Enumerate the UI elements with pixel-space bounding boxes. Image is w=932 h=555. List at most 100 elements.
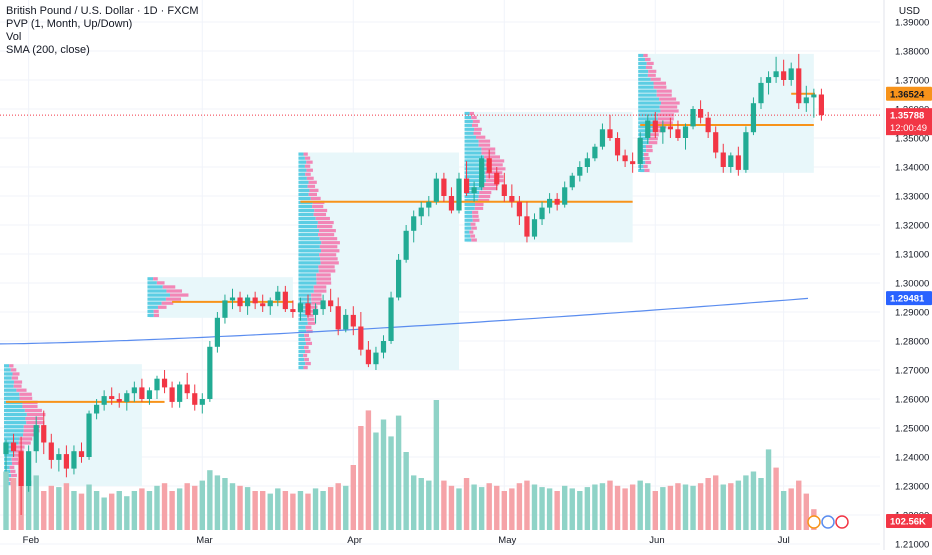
- volume-profile-up: [4, 421, 27, 425]
- volume-profile-up: [4, 465, 10, 469]
- volume-bar: [592, 484, 598, 530]
- volume-profile-down: [11, 376, 19, 380]
- candle-body: [652, 120, 658, 133]
- volume-profile-up: [298, 321, 308, 325]
- volume-bar: [788, 488, 794, 530]
- volume-profile-down: [645, 145, 653, 149]
- volume-profile-up: [298, 357, 305, 362]
- volume-profile-down: [10, 368, 17, 372]
- volume-profile-up: [464, 198, 479, 203]
- volume-profile-up: [298, 184, 308, 188]
- x-tick-label: Jul: [778, 535, 790, 546]
- volume-bar: [124, 496, 130, 530]
- volume-profile-up: [298, 216, 316, 221]
- candle-body: [818, 94, 824, 116]
- volume-profile-up: [464, 123, 472, 127]
- currency-label[interactable]: USD: [898, 6, 920, 17]
- volume-bar: [139, 488, 145, 530]
- volume-bar: [146, 491, 153, 530]
- volume-profile-down: [653, 85, 667, 89]
- volume-profile-up: [4, 416, 26, 421]
- volume-profile-up: [464, 206, 475, 210]
- candle-body: [245, 297, 251, 307]
- volume-profile-up: [298, 225, 318, 229]
- volume-profile-down: [305, 361, 311, 366]
- y-tick-label: 1.38000: [895, 47, 929, 58]
- candle-body: [645, 120, 651, 138]
- volume-profile-up: [298, 249, 321, 253]
- volume-bar: [229, 483, 236, 530]
- volume-profile-down: [305, 172, 311, 176]
- candle-body: [207, 346, 213, 399]
- legend-pvp[interactable]: PVP (1, Month, Up/Down): [6, 18, 133, 30]
- y-tick-label: 1.28000: [895, 337, 929, 348]
- volume-profile-down: [657, 121, 673, 125]
- volume-profile-down: [657, 117, 674, 121]
- volume-profile-up: [298, 349, 306, 354]
- volume-profile-up: [4, 412, 27, 417]
- legend-sma[interactable]: SMA (200, close): [6, 44, 90, 56]
- volume-profile-down: [19, 396, 33, 400]
- candle-body: [214, 317, 220, 347]
- candle-body: [199, 399, 205, 405]
- candle-body: [675, 129, 681, 138]
- volume-profile-down: [9, 364, 14, 368]
- volume-profile-up: [298, 329, 307, 333]
- candle-body: [494, 172, 500, 185]
- volume-profile-up: [4, 469, 11, 474]
- candle-body: [48, 442, 54, 460]
- volume-profile-down: [157, 305, 167, 309]
- chart-title[interactable]: British Pound / U.S. Dollar · 1D · FXCM: [6, 5, 199, 17]
- volume-profile-up: [298, 212, 314, 217]
- candle-body: [441, 178, 447, 196]
- candle-body: [71, 451, 77, 469]
- volume-profile-up: [147, 305, 158, 309]
- volume-bar: [705, 478, 711, 530]
- volume-bar: [652, 491, 658, 530]
- volume-profile-down: [646, 149, 653, 153]
- sma-line: [0, 297, 809, 345]
- volume-bar: [501, 491, 507, 530]
- volume-profile-down: [15, 445, 25, 449]
- volume-profile-up: [464, 115, 472, 120]
- volume-profile-down: [319, 253, 337, 257]
- volume-bar: [192, 485, 198, 530]
- volume-profile-down: [653, 125, 667, 129]
- volume-bar: [184, 483, 190, 530]
- volume-profile-up: [464, 151, 482, 155]
- volume-profile-down: [304, 345, 309, 350]
- volume-profile-up: [298, 317, 308, 321]
- volume-profile-down: [472, 214, 479, 218]
- y-tick-label: 1.37000: [895, 76, 929, 87]
- volume-profile-up: [464, 175, 486, 179]
- volume-bar: [448, 485, 455, 530]
- volume-profile-down: [485, 163, 503, 167]
- volume-profile-down: [479, 190, 492, 195]
- candle-body: [584, 158, 590, 167]
- volume-bar: [109, 493, 115, 530]
- volume-profile-down: [307, 321, 316, 325]
- volume-profile-down: [482, 187, 498, 191]
- candle-body: [486, 158, 492, 173]
- volume-profile-up: [4, 457, 12, 461]
- volume-profile-down: [18, 441, 31, 445]
- volume-profile-down: [16, 388, 27, 392]
- last-price-label: 1.35788: [890, 111, 924, 122]
- volume-profile-down: [311, 293, 322, 297]
- volume-profile-up: [298, 176, 307, 180]
- volume-profile-down: [313, 212, 327, 217]
- candle-body: [509, 196, 515, 202]
- volume-profile-down: [10, 469, 16, 474]
- volume-bar: [154, 485, 160, 530]
- volume-profile-down: [644, 168, 650, 172]
- y-tick-label: 1.33000: [895, 192, 929, 203]
- volume-profile-up: [298, 277, 317, 281]
- volume-profile-down: [308, 180, 317, 184]
- volume-profile-up: [298, 301, 312, 305]
- legend-vol[interactable]: Vol: [6, 31, 22, 43]
- legend: British Pound / U.S. Dollar · 1D · FXCM …: [6, 5, 199, 57]
- volume-bar: [486, 483, 492, 530]
- volume-bar: [637, 480, 643, 530]
